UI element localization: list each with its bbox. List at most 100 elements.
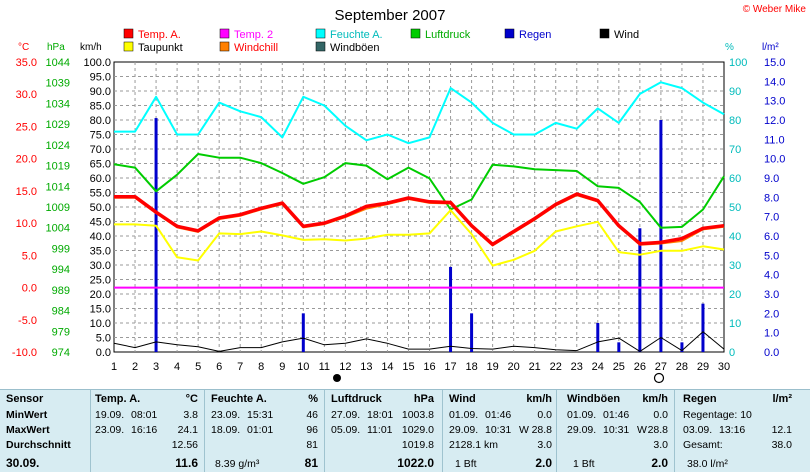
legend-label: Regen bbox=[519, 29, 551, 41]
rain-tick-label: 0.0 bbox=[764, 347, 779, 359]
temp-min-date: 19.09. bbox=[95, 409, 125, 421]
pct-unit-label: % bbox=[725, 42, 734, 53]
pressure-column: Luftdruck hPa 27.09. 18:01 1003.8 05.09.… bbox=[324, 390, 442, 472]
legend-label: Temp. A. bbox=[138, 29, 181, 41]
pressure-tick-label: 1029 bbox=[46, 119, 70, 131]
temp-unit: °C bbox=[185, 393, 198, 405]
wind-header: Wind bbox=[449, 393, 476, 405]
day-tick-label: 20 bbox=[508, 361, 520, 373]
wind-average: 3.0 bbox=[537, 439, 552, 451]
gust-max-date: 29.09. bbox=[567, 424, 597, 436]
legend-swatch bbox=[504, 28, 515, 39]
gust-average: 3.0 bbox=[653, 439, 668, 451]
humidity-tick-label: 90 bbox=[729, 86, 741, 98]
day-tick-label: 6 bbox=[216, 361, 222, 373]
pressure-tick-label: 1044 bbox=[46, 57, 70, 69]
gust-unit: km/h bbox=[642, 393, 668, 405]
day-tick-label: 28 bbox=[676, 361, 688, 373]
wind-line bbox=[113, 331, 725, 352]
chart-title: September 2007 bbox=[335, 7, 446, 24]
rain-tick-label: 14.0 bbox=[764, 76, 785, 88]
wind-max-value: 28.8 bbox=[531, 424, 552, 436]
humidity-absolute: 8.39 g/m³ bbox=[215, 458, 260, 470]
day-tick-label: 23 bbox=[571, 361, 583, 373]
rain-max-date: 03.09. bbox=[683, 424, 713, 436]
temp-tick-label: -10.0 bbox=[12, 347, 37, 359]
wind-beaufort: 1 Bft bbox=[455, 458, 477, 470]
rain-tick-label: 9.0 bbox=[764, 173, 779, 185]
rain-total-value: 38.0 bbox=[771, 439, 792, 451]
pressure-max-value: 1029.0 bbox=[401, 424, 434, 436]
temp-header: Temp. A. bbox=[95, 393, 141, 405]
day-tick-label: 11 bbox=[319, 361, 330, 373]
humidity-tick-label: 0 bbox=[729, 347, 735, 359]
rain-column: Regen l/m² Regentage: 10 03.09. 13:16 12… bbox=[674, 390, 810, 472]
pressure-tick-label: 994 bbox=[52, 264, 70, 276]
rain-tick-label: 4.0 bbox=[764, 270, 779, 282]
legend-swatch bbox=[599, 28, 610, 39]
legend-label: Luftdruck bbox=[425, 29, 471, 41]
day-tick-label: 18 bbox=[465, 361, 477, 373]
temp-tick-label: 20.0 bbox=[16, 154, 37, 166]
day-tick-label: 7 bbox=[237, 361, 243, 373]
humidity-tick-label: 10 bbox=[729, 318, 741, 330]
pressure-min-value: 1003.8 bbox=[401, 409, 434, 421]
legend-swatch bbox=[123, 28, 134, 39]
humidity-tick-label: 50 bbox=[729, 202, 741, 214]
temp-tick-label: 25.0 bbox=[16, 121, 37, 133]
wind-min-date: 01.09. bbox=[449, 409, 479, 421]
rain-total-label: Gesamt: bbox=[683, 439, 723, 451]
gust-column: Windböen km/h 01.09. 01:46 0.0 29.09. 10… bbox=[556, 390, 674, 472]
pressure-max-date: 05.09. bbox=[331, 424, 361, 436]
legend-swatch bbox=[219, 28, 230, 39]
temp-max-time: 16:16 bbox=[131, 424, 158, 436]
wind-current: 2.0 bbox=[535, 456, 552, 470]
humidity-tick-label: 20 bbox=[729, 289, 741, 301]
wind-min-time: 01:46 bbox=[485, 409, 512, 421]
humidity-column: Feuchte A. % 23.09. 15:31 46 18.09. 01:0… bbox=[204, 390, 324, 472]
pressure-current: 1022.0 bbox=[397, 456, 434, 470]
gust-current: 2.0 bbox=[651, 456, 668, 470]
day-tick-label: 16 bbox=[423, 361, 435, 373]
temp-min-value: 3.8 bbox=[183, 409, 198, 421]
wind-max-date: 29.09. bbox=[449, 424, 479, 436]
wind-tick-label: 25.0 bbox=[90, 275, 111, 287]
wind-tick-label: 60.0 bbox=[90, 173, 111, 185]
day-tick-label: 2 bbox=[132, 361, 138, 373]
temp-a-line bbox=[114, 192, 725, 247]
feuchte-a-line bbox=[114, 81, 725, 145]
wind-tick-label: 55.0 bbox=[90, 188, 111, 200]
humidity-tick-label: 70 bbox=[729, 144, 741, 156]
wind-tick-label: 80.0 bbox=[90, 115, 111, 127]
pressure-tick-label: 999 bbox=[52, 243, 70, 255]
min-row-label: MinWert bbox=[6, 409, 48, 421]
legend-swatch bbox=[123, 41, 134, 52]
gust-max-value: 28.8 bbox=[647, 424, 668, 436]
rain-tick-label: 2.0 bbox=[764, 308, 779, 320]
temp-min-time: 08:01 bbox=[131, 409, 158, 421]
rain-bar bbox=[680, 342, 684, 352]
day-tick-label: 5 bbox=[195, 361, 201, 373]
day-tick-label: 30 bbox=[718, 361, 730, 373]
rain-tick-label: 15.0 bbox=[764, 57, 785, 69]
humidity-tick-label: 100 bbox=[729, 57, 747, 69]
temp-average: 12.56 bbox=[171, 439, 198, 451]
wind-tick-label: 40.0 bbox=[90, 231, 111, 243]
wind-tick-label: 30.0 bbox=[90, 260, 111, 272]
humidity-min-date: 23.09. bbox=[211, 409, 241, 421]
day-tick-label: 26 bbox=[634, 361, 646, 373]
humidity-max-date: 18.09. bbox=[211, 424, 241, 436]
day-tick-label: 24 bbox=[592, 361, 604, 373]
rain-tick-label: 13.0 bbox=[764, 96, 785, 108]
pressure-tick-label: 1024 bbox=[46, 140, 70, 152]
day-tick-label: 29 bbox=[697, 361, 709, 373]
rain-tick-label: 12.0 bbox=[764, 115, 785, 127]
humidity-max-value: 96 bbox=[306, 424, 318, 436]
day-tick-label: 22 bbox=[550, 361, 562, 373]
wind-tick-label: 45.0 bbox=[90, 217, 111, 229]
temp-tick-label: 0.0 bbox=[22, 283, 37, 295]
day-tick-label: 13 bbox=[360, 361, 372, 373]
legend-label: Windböen bbox=[330, 42, 380, 54]
day-tick-label: 25 bbox=[613, 361, 625, 373]
